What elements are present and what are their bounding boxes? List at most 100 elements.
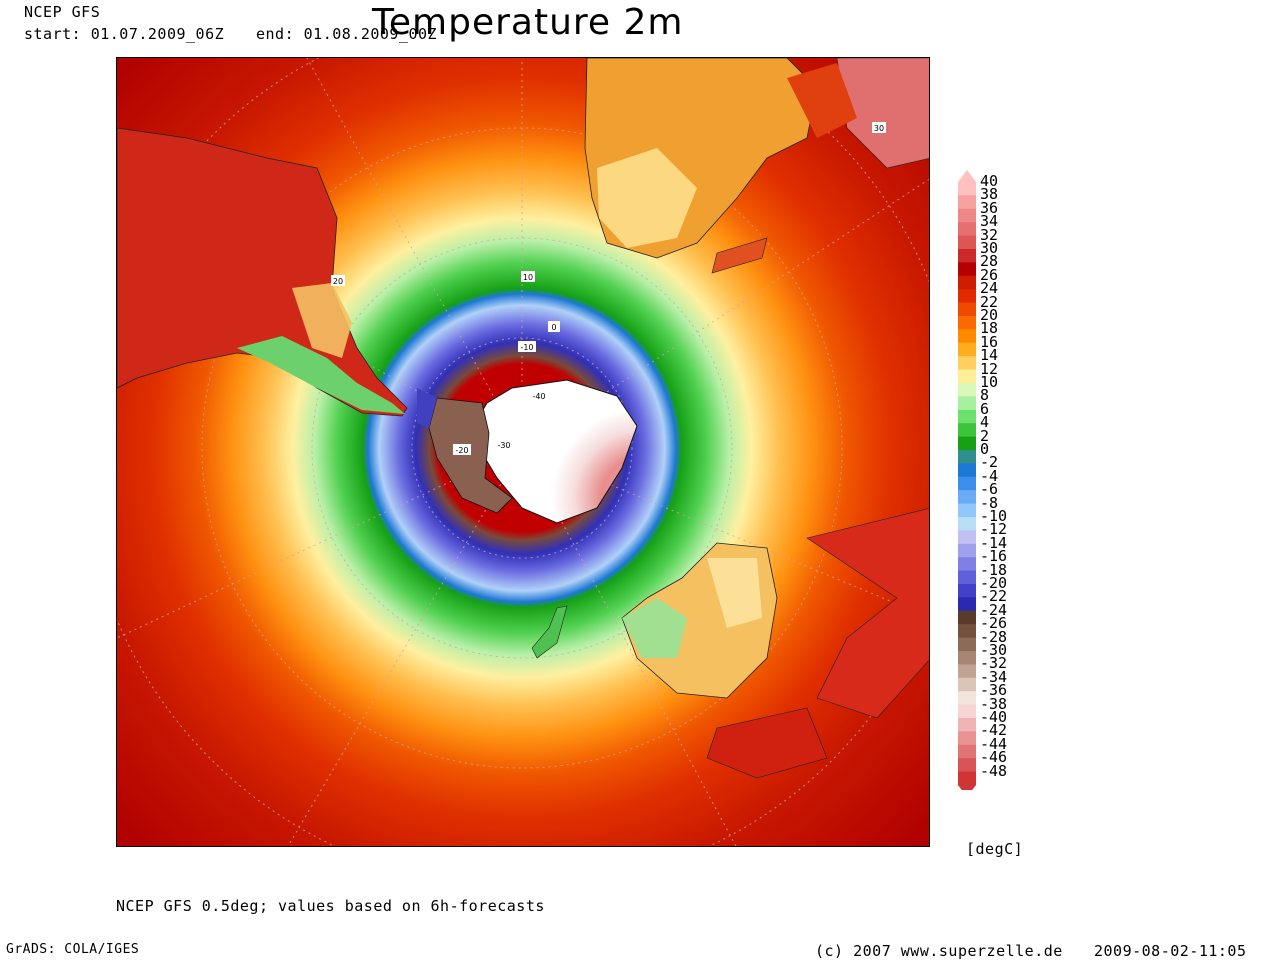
colorbar-swatch <box>958 677 976 692</box>
colorbar-tick-label: -4 <box>980 466 999 485</box>
colorbar-swatch <box>958 383 976 397</box>
colorbar-swatch <box>958 208 976 223</box>
map-panel: 20 10 0 -10 -20 -30 -40 30 <box>116 57 930 847</box>
colorbar-tick-label: 6 <box>980 399 990 418</box>
colorbar-tick-label: 14 <box>980 346 999 365</box>
contour-label: -10 <box>520 343 533 352</box>
colorbar-swatch <box>958 704 976 719</box>
contour-label: -30 <box>497 441 510 450</box>
colorbar-tick-label: 40 <box>980 172 999 190</box>
colorbar-swatch <box>958 610 976 625</box>
colorbar-tick-label: 10 <box>980 373 999 391</box>
contour-label: -20 <box>455 446 468 455</box>
colorbar-tick-label: 18 <box>980 319 999 338</box>
colorbar-tick-label: 22 <box>980 292 999 311</box>
colorbar-tick-label: -2 <box>980 453 999 472</box>
colorbar-tick-label: 2 <box>980 426 990 445</box>
colorbar-tick-label: 0 <box>980 440 990 458</box>
colorbar-swatch <box>958 624 976 639</box>
colorbar <box>958 170 976 790</box>
colorbar-tick-label: 20 <box>980 306 999 324</box>
colorbar-swatch <box>958 517 976 531</box>
colorbar-swatch <box>958 543 976 558</box>
colorbar-swatch <box>958 584 976 598</box>
contour-label: 30 <box>874 124 884 133</box>
colorbar-tick-label: 16 <box>980 332 999 351</box>
colorbar-tick-label: -28 <box>980 627 1008 646</box>
colorbar-swatch <box>958 771 976 786</box>
colorbar-swatch <box>958 570 976 585</box>
colorbar-tick-label: -12 <box>980 520 1008 539</box>
colorbar-swatch <box>958 731 976 746</box>
colorbar-swatch <box>958 476 976 491</box>
colorbar-swatch <box>958 530 976 545</box>
timestamp: 2009-08-02-11:05 <box>1094 942 1247 960</box>
end-time: end: 01.08.2009_00Z <box>256 25 438 43</box>
colorbar-swatch <box>958 396 976 411</box>
colorbar-swatch <box>958 182 976 196</box>
colorbar-swatch <box>958 409 976 424</box>
colorbar-swatch <box>958 664 976 679</box>
colorbar-swatch <box>958 316 976 330</box>
colorbar-swatch <box>958 262 976 277</box>
colorbar-tick-label: -34 <box>980 667 1008 686</box>
colorbar-tick-label: 26 <box>980 265 999 284</box>
colorbar-tick-label: -14 <box>980 533 1008 552</box>
colorbar-swatch <box>958 744 976 759</box>
start-time: start: 01.07.2009_06Z <box>24 25 225 43</box>
contour-label: 20 <box>333 277 343 286</box>
colorbar-tick-label: -10 <box>980 507 1008 525</box>
colorbar-swatch <box>958 637 976 652</box>
colorbar-tick-label: 12 <box>980 359 999 378</box>
colorbar-tick-label: -18 <box>980 560 1008 579</box>
map-title: Temperature 2m <box>372 2 684 43</box>
colorbar-swatch <box>958 356 976 371</box>
contour-label: 0 <box>551 323 556 332</box>
colorbar-swatch <box>958 329 976 344</box>
colorbar-tick-label: 24 <box>980 279 999 298</box>
colorbar-swatch <box>958 597 976 612</box>
colorbar-tick-label: -40 <box>980 708 1008 726</box>
colorbar-swatch <box>958 235 976 250</box>
colorbar-tick-label: -30 <box>980 641 1008 659</box>
colorbar-swatch <box>958 423 976 438</box>
colorbar-arrow-top <box>958 170 976 182</box>
colorbar-tick-label: 36 <box>980 198 999 217</box>
model-name: NCEP GFS <box>24 3 101 21</box>
source-note: NCEP GFS 0.5deg; values based on 6h-fore… <box>116 897 545 915</box>
colorbar-tick-label: -26 <box>980 614 1008 633</box>
colorbar-swatch <box>958 302 976 317</box>
colorbar-swatch <box>958 463 976 478</box>
colorbar-swatch <box>958 691 976 706</box>
colorbar-tick-label: -6 <box>980 480 999 499</box>
colorbar-tick-label: 38 <box>980 185 999 204</box>
temperature-map: 20 10 0 -10 -20 -30 -40 30 <box>117 58 929 846</box>
colorbar-tick-label: -36 <box>980 681 1008 700</box>
colorbar-tick-label: 32 <box>980 225 999 244</box>
colorbar-swatch <box>958 436 976 451</box>
colorbar-tick-label: 4 <box>980 413 990 432</box>
colorbar-tick-label: -22 <box>980 587 1008 606</box>
colorbar-tick-label: 8 <box>980 386 990 405</box>
colorbar-tick-label: 30 <box>980 239 999 257</box>
colorbar-swatch <box>958 342 976 357</box>
colorbar-swatch <box>958 222 976 237</box>
colorbar-swatch <box>958 503 976 518</box>
colorbar-tick-label: -38 <box>980 694 1008 713</box>
colorbar-swatch <box>958 718 976 732</box>
colorbar-swatch <box>958 557 976 572</box>
colorbar-tick-label: -44 <box>980 734 1008 753</box>
colorbar-tick-label: -24 <box>980 600 1008 619</box>
colorbar-swatch <box>958 249 976 263</box>
colorbar-tick-label: -20 <box>980 574 1008 592</box>
colorbar-swatch <box>958 490 976 505</box>
colorbar-tick-label: -46 <box>980 748 1008 767</box>
copyright: (c) 2007 www.superzelle.de <box>815 942 1063 960</box>
colorbar-swatch <box>958 758 976 773</box>
colorbar-swatch <box>958 450 976 464</box>
colorbar-swatch <box>958 275 976 290</box>
contour-label: -40 <box>532 392 545 401</box>
colorbar-tick-label: -8 <box>980 493 999 512</box>
colorbar-swatch <box>958 289 976 304</box>
colorbar-tick-label: -32 <box>980 654 1008 673</box>
